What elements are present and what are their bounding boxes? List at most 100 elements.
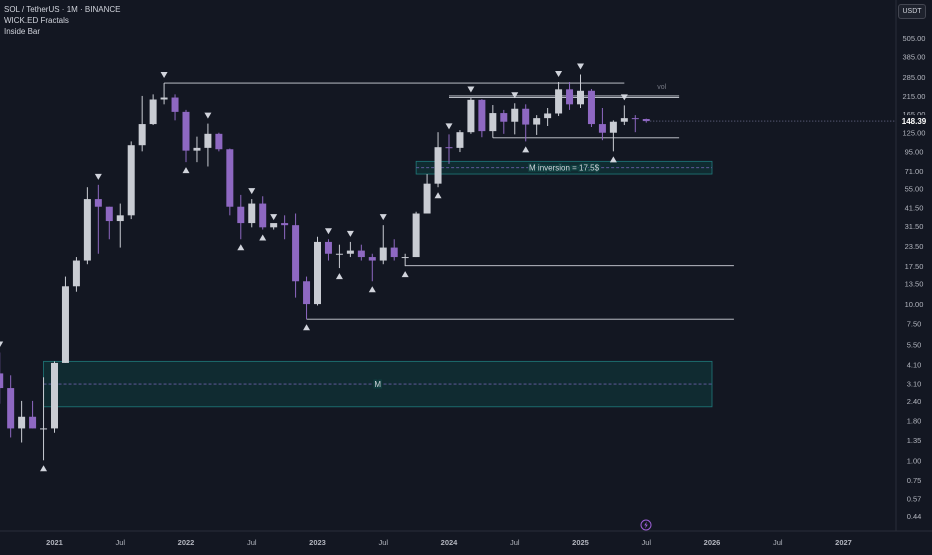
time-tick-label: Jul [773, 538, 783, 547]
fractal-low-marker [522, 146, 530, 153]
zone-label: M inversion = 17.5$ [529, 164, 600, 173]
price-tick-label: 13.50 [905, 280, 924, 289]
candle-body [40, 428, 48, 430]
candle-body [368, 257, 376, 261]
fractal-low-marker [609, 156, 617, 163]
fractal-high-marker [324, 228, 332, 235]
fractal-low-marker [401, 271, 409, 278]
candle-body [631, 118, 639, 120]
price-tick-label: 10.00 [905, 300, 924, 309]
price-tick-label: 95.00 [905, 147, 924, 156]
fractal-high-marker [577, 63, 584, 70]
candle-body [314, 241, 321, 305]
fractal-high-marker [467, 86, 475, 93]
candle-body [577, 90, 584, 105]
candle-body [248, 203, 256, 224]
fractal-low-marker [368, 286, 376, 293]
fractal-high-marker [346, 230, 354, 237]
candle-body [445, 147, 453, 149]
candle-body [215, 133, 223, 150]
price-tick-label: 0.44 [907, 512, 922, 521]
indicator-inside-bar-label[interactable]: Inside Bar [4, 27, 41, 36]
price-tick-label: 2.40 [907, 397, 922, 406]
price-tick-label: 215.00 [903, 92, 926, 101]
candle-body [0, 373, 4, 389]
candle-body [511, 108, 519, 122]
candle-body [94, 199, 102, 207]
price-tick-label: 165.00 [903, 110, 926, 119]
price-tick-label: 1.80 [907, 416, 922, 425]
price-tick-label: 1.00 [907, 456, 922, 465]
candle-body [544, 113, 552, 119]
candle-body [259, 203, 267, 228]
time-tick-label: Jul [378, 538, 388, 547]
candle-body [467, 99, 475, 133]
candle-body [72, 260, 80, 287]
candle-body [566, 89, 574, 105]
zone-label: M [374, 380, 381, 389]
price-tick-label: 1.35 [907, 436, 922, 445]
candle-body [456, 132, 464, 148]
fractal-low-marker [335, 273, 343, 280]
price-tick-label: 125.00 [903, 129, 926, 138]
candle-body [281, 223, 289, 226]
candle-body [204, 133, 212, 148]
fractal-high-marker [620, 94, 628, 101]
fractal-low-marker [434, 192, 442, 199]
candle-body [226, 149, 234, 207]
price-tick-label: 3.10 [907, 380, 922, 389]
candle-body [642, 119, 650, 122]
candle-body [83, 199, 91, 261]
price-tick-label: 5.50 [907, 341, 922, 350]
time-tick-label: 2023 [309, 538, 326, 547]
fractal-low-marker [303, 324, 311, 331]
candle-body [7, 388, 15, 429]
price-tick-label: 17.50 [905, 262, 924, 271]
price-tick-label: 4.10 [907, 361, 922, 370]
currency-button[interactable]: USDT [898, 4, 926, 19]
price-tick-label: 285.00 [903, 73, 926, 82]
symbol-title[interactable]: SOL / TetherUS · 1M · BINANCE [4, 5, 121, 14]
fractal-high-marker [511, 92, 519, 99]
candle-body [292, 225, 300, 282]
candle-body [390, 247, 398, 258]
price-tick-label: 385.00 [903, 52, 926, 61]
fractal-high-marker [248, 188, 256, 195]
annotation-label: vol [657, 84, 666, 91]
candle-body [500, 113, 508, 122]
candle-body [620, 118, 628, 122]
candle-body [270, 223, 278, 228]
last-price-label: 148.39 [902, 117, 927, 126]
time-tick-label: 2022 [178, 538, 195, 547]
candle-body [489, 113, 497, 132]
fractal-high-marker [0, 341, 4, 347]
candle-body [412, 213, 420, 258]
candle-body [29, 416, 37, 429]
candle-body [138, 124, 146, 146]
candle-body [105, 206, 113, 222]
candle-body [587, 90, 595, 125]
candle-body [357, 250, 365, 258]
time-tick-label: 2024 [441, 538, 459, 547]
fractal-high-marker [555, 71, 563, 78]
candle-body [237, 206, 245, 224]
candle-body [609, 121, 617, 133]
candle-body [18, 416, 26, 429]
indicator-fractals-label[interactable]: WICK.ED Fractals [4, 16, 69, 25]
fractal-high-marker [204, 112, 212, 119]
price-tick-label: 31.50 [905, 222, 924, 231]
fractal-low-marker [40, 465, 48, 472]
price-tick-label: 23.50 [905, 242, 924, 251]
candle-body [61, 286, 69, 363]
candle-body [303, 281, 311, 305]
price-tick-label: 0.57 [907, 494, 922, 503]
time-tick-label: Jul [247, 538, 257, 547]
tradingview-lightning-icon[interactable] [640, 519, 652, 531]
candle-body [423, 183, 431, 214]
time-tick-label: 2026 [704, 538, 721, 547]
fractal-low-marker [237, 244, 245, 251]
candle-body [533, 118, 541, 125]
